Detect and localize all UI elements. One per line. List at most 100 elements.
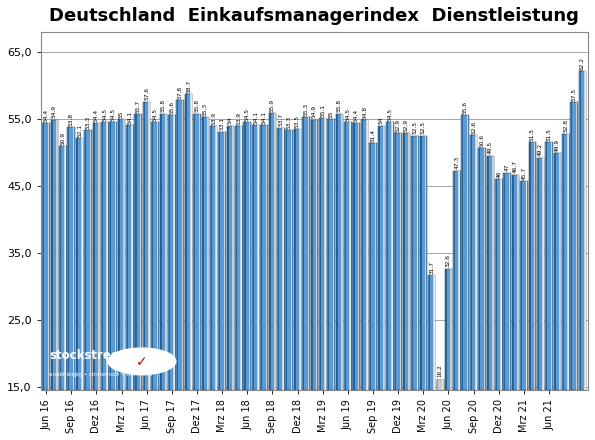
Bar xyxy=(249,122,250,390)
Bar xyxy=(512,175,519,390)
Title: Deutschland  Einkaufsmanagerindex  Dienstleistung: Deutschland Einkaufsmanagerindex Dienstl… xyxy=(49,7,580,25)
Text: 54.5: 54.5 xyxy=(345,108,350,121)
Bar xyxy=(159,114,167,390)
Text: 53.9: 53.9 xyxy=(211,112,216,125)
Bar xyxy=(118,119,126,390)
Bar xyxy=(243,122,251,390)
Bar xyxy=(350,122,351,390)
Bar xyxy=(291,130,292,390)
Bar xyxy=(98,123,99,390)
Bar xyxy=(160,114,162,390)
Bar xyxy=(568,134,569,390)
Bar xyxy=(341,114,342,390)
Bar xyxy=(525,181,527,390)
Bar xyxy=(134,114,142,390)
Bar xyxy=(462,115,469,390)
Bar xyxy=(454,171,455,390)
Bar xyxy=(311,120,318,390)
Bar xyxy=(268,113,276,390)
Bar xyxy=(260,125,268,390)
Bar xyxy=(295,129,296,390)
Text: 55.7: 55.7 xyxy=(136,100,141,113)
Bar xyxy=(403,133,411,390)
Bar xyxy=(233,126,234,390)
Bar xyxy=(299,129,300,390)
Text: 57.5: 57.5 xyxy=(572,88,577,101)
Bar xyxy=(366,121,368,390)
Bar xyxy=(277,128,284,390)
Bar xyxy=(545,143,553,390)
Text: 55: 55 xyxy=(328,110,334,117)
Text: 50.9: 50.9 xyxy=(60,132,65,145)
Bar xyxy=(283,128,284,390)
Bar xyxy=(542,158,544,390)
Bar xyxy=(64,147,66,390)
Text: 52.9: 52.9 xyxy=(404,119,409,132)
Text: 58.7: 58.7 xyxy=(186,80,191,93)
Text: 54.4: 54.4 xyxy=(43,109,49,122)
Bar xyxy=(135,114,136,390)
Text: 52.5: 52.5 xyxy=(421,121,426,134)
Bar xyxy=(484,148,485,390)
Bar xyxy=(528,143,536,390)
Bar xyxy=(302,117,310,390)
Bar xyxy=(538,158,539,390)
Bar xyxy=(186,94,187,390)
Bar xyxy=(535,143,536,390)
Text: 54.4: 54.4 xyxy=(94,109,99,122)
Bar xyxy=(168,115,176,390)
Bar xyxy=(521,181,522,390)
Text: 54.5: 54.5 xyxy=(152,108,158,121)
Bar xyxy=(470,135,477,390)
Text: 62.2: 62.2 xyxy=(580,56,585,70)
Text: 31.7: 31.7 xyxy=(429,260,434,274)
Bar xyxy=(60,147,61,390)
Bar xyxy=(419,136,427,390)
Bar xyxy=(283,128,284,390)
Bar xyxy=(345,122,346,390)
Bar xyxy=(444,269,452,390)
Bar xyxy=(387,122,388,390)
Bar xyxy=(324,118,325,390)
Bar xyxy=(211,126,212,390)
Bar xyxy=(82,139,83,390)
Bar xyxy=(193,114,201,390)
Text: 54.9: 54.9 xyxy=(312,105,317,118)
Bar xyxy=(42,123,50,390)
Bar xyxy=(416,136,418,390)
Bar xyxy=(177,100,178,390)
Bar xyxy=(383,126,384,390)
Text: 55.1: 55.1 xyxy=(320,104,325,117)
Bar xyxy=(453,171,461,390)
Bar xyxy=(479,148,480,390)
Bar xyxy=(118,119,120,390)
Bar xyxy=(555,153,556,390)
Bar xyxy=(492,156,493,390)
Text: 55.8: 55.8 xyxy=(195,99,199,112)
Text: 54.5: 54.5 xyxy=(245,108,250,121)
Bar xyxy=(265,125,267,390)
Bar xyxy=(510,172,511,390)
Bar xyxy=(76,139,83,390)
Bar xyxy=(303,117,304,390)
Bar xyxy=(336,114,343,390)
Bar xyxy=(517,175,518,390)
Bar xyxy=(451,269,452,390)
Bar xyxy=(286,130,293,390)
Bar xyxy=(141,114,142,390)
Bar xyxy=(579,71,587,390)
Bar xyxy=(353,123,355,390)
Text: 57.6: 57.6 xyxy=(144,87,149,100)
Bar xyxy=(176,100,184,390)
Bar xyxy=(518,175,519,390)
Bar xyxy=(576,102,577,390)
Bar xyxy=(56,120,57,390)
Text: 52.1: 52.1 xyxy=(77,124,82,137)
Bar xyxy=(236,126,237,390)
Text: 53.3: 53.3 xyxy=(86,116,90,129)
Bar xyxy=(496,179,497,390)
Bar xyxy=(392,122,393,390)
Bar xyxy=(500,179,502,390)
Bar xyxy=(81,139,83,390)
Text: 53.8: 53.8 xyxy=(68,113,74,126)
